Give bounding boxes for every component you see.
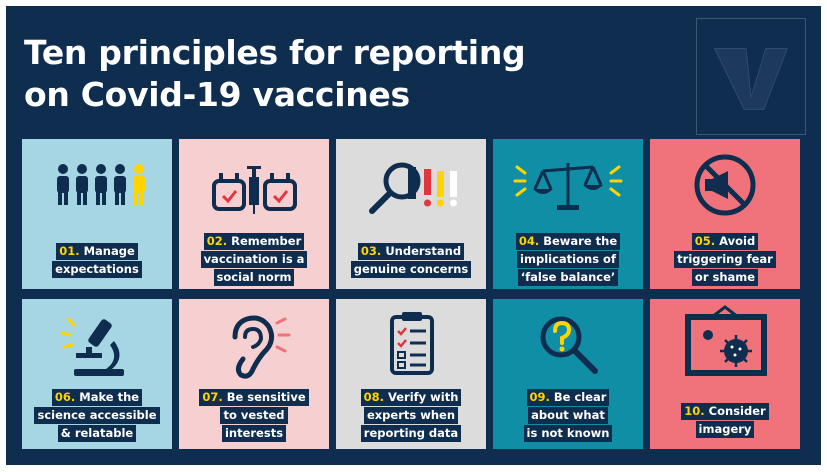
principle-caption: 01. Manage expectations xyxy=(22,243,172,279)
ear-icon xyxy=(232,315,291,379)
principle-text-line: interests xyxy=(221,425,287,442)
infographic-canvas: Ten principles for reporting on Covid-19… xyxy=(6,6,821,465)
principle-text-line: reporting data xyxy=(360,425,462,442)
principle-text-line: imagery xyxy=(695,421,755,438)
principle-caption: 09. Be clear about what is not known xyxy=(493,389,643,443)
principle-number: 02. xyxy=(206,234,228,248)
principle-number: 07. xyxy=(202,390,223,404)
no-megaphone-icon xyxy=(694,154,756,216)
principle-tile-09: 09. Be clear about what is not known xyxy=(493,299,643,449)
principle-text-line: Verify with xyxy=(387,390,459,404)
microscope-icon xyxy=(60,317,124,376)
principle-text-line: science accessible xyxy=(34,407,160,424)
principle-caption: 08. Verify with experts when reporting d… xyxy=(336,389,486,443)
principle-number: 03. xyxy=(360,244,382,258)
principle-caption: 03. Understand genuine concerns xyxy=(336,243,486,279)
principle-tile-07: 07. Be sensitive to vested interests xyxy=(179,299,329,449)
principle-text-line: vaccination is a xyxy=(200,251,308,268)
principle-tile-10: 10. Consider imagery xyxy=(650,299,800,449)
principle-caption: 04. Beware the implications of ‘false ba… xyxy=(493,233,643,287)
principle-text-line: to vested xyxy=(220,407,288,424)
principle-tile-04: 04. Beware the implications of ‘false ba… xyxy=(493,139,643,289)
principle-caption: 02. Remember vaccination is a social nor… xyxy=(179,233,329,287)
principle-number: 05. xyxy=(694,234,716,248)
principle-number: 04. xyxy=(518,234,540,248)
clipboard-checklist-icon xyxy=(390,312,434,375)
principle-caption: 07. Be sensitive to vested interests xyxy=(179,389,329,443)
principle-text-line: ‘false balance’ xyxy=(517,269,619,286)
people-queue-icon xyxy=(57,164,145,205)
principle-caption: 06. Make the science accessible & relata… xyxy=(22,389,172,443)
balance-scale-icon xyxy=(513,163,623,210)
principle-text-line: Beware the xyxy=(543,234,618,248)
title-line-1: Ten principles for reporting xyxy=(24,33,526,72)
principle-tile-01: 01. Manage expectations xyxy=(22,139,172,289)
principle-text-line: genuine concerns xyxy=(350,261,472,278)
title-line-2: on Covid-19 vaccines xyxy=(24,75,410,114)
principle-text-line: Be clear xyxy=(553,390,607,404)
publisher-logo-icon xyxy=(696,18,806,135)
magnifier-exclamation-icon xyxy=(369,162,457,214)
principle-text-line: & relatable xyxy=(57,425,137,442)
infographic-title: Ten principles for reporting on Covid-19… xyxy=(24,32,526,116)
principle-text-line: Remember xyxy=(231,234,302,248)
magnifier-question-icon xyxy=(540,316,598,374)
principle-number: 10. xyxy=(684,404,705,418)
principle-text-line: Understand xyxy=(385,244,462,258)
principle-text-line: Consider xyxy=(708,404,766,418)
principle-text-line: Avoid xyxy=(719,234,756,248)
virus-picture-icon xyxy=(685,305,767,376)
principle-tile-03: 03. Understand genuine concerns xyxy=(336,139,486,289)
principle-number: 01. xyxy=(59,244,80,258)
principle-caption: 10. Consider imagery xyxy=(650,403,800,439)
principle-number: 08. xyxy=(363,390,384,404)
principle-text-line: Make the xyxy=(79,390,140,404)
vaccine-calendar-icon xyxy=(212,166,297,214)
principle-tile-08: 08. Verify with experts when reporting d… xyxy=(336,299,486,449)
principle-text-line: experts when xyxy=(363,407,459,424)
principle-text-line: expectations xyxy=(52,261,142,278)
principle-text-line: is not known xyxy=(523,425,613,442)
principle-tile-05: 05. Avoid triggering fear or shame xyxy=(650,139,800,289)
principle-text-line: social norm xyxy=(213,269,295,286)
principle-number: 09. xyxy=(529,390,550,404)
principle-number: 06. xyxy=(54,390,76,404)
principle-text-line: about what xyxy=(528,407,608,424)
principle-text-line: triggering fear xyxy=(674,251,776,268)
principle-text-line: or shame xyxy=(691,269,759,286)
principle-tile-02: 02. Remember vaccination is a social nor… xyxy=(179,139,329,289)
principle-text-line: Be sensitive xyxy=(226,390,306,404)
principle-text-line: implications of xyxy=(517,251,619,268)
principle-caption: 05. Avoid triggering fear or shame xyxy=(650,233,800,287)
principle-tile-06: 06. Make the science accessible & relata… xyxy=(22,299,172,449)
principle-text-line: Manage xyxy=(83,244,135,258)
